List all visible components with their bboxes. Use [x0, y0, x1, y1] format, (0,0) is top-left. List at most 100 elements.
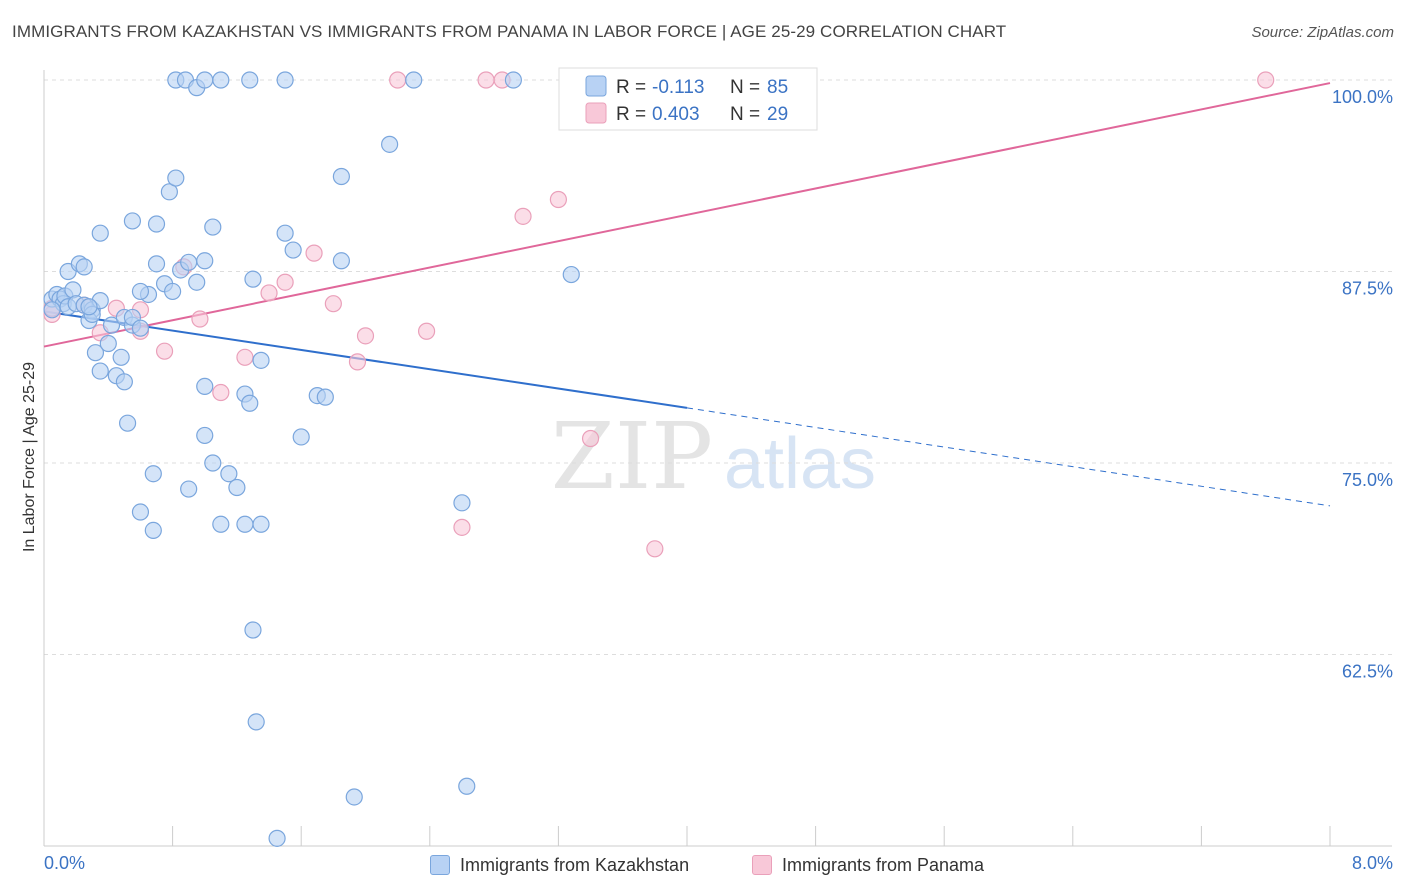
legend-label-panama: Immigrants from Panama — [782, 854, 985, 875]
data-point-blue — [99, 334, 117, 353]
data-point-blue — [268, 829, 286, 847]
data-point-blue — [188, 273, 206, 291]
data-point-pink — [276, 273, 294, 291]
data-point-blue — [160, 183, 178, 201]
x-tick-label-max: 8.0% — [1352, 853, 1393, 873]
data-point-blue — [405, 71, 423, 89]
data-point-blue — [75, 258, 93, 276]
data-point-blue — [562, 265, 580, 284]
data-point-blue — [80, 298, 98, 316]
data-point-pink — [477, 71, 495, 89]
data-point-blue — [196, 252, 214, 270]
y-tick-label: 62.5% — [1342, 662, 1393, 682]
data-point-blue — [228, 478, 246, 497]
data-point-blue — [144, 465, 162, 483]
legend-r-label-panama: R = — [616, 104, 646, 125]
data-point-blue — [131, 319, 150, 337]
data-point-blue — [147, 215, 166, 233]
data-point-blue — [381, 135, 399, 153]
data-point-blue — [453, 494, 471, 512]
y-tick-label: 87.5% — [1342, 279, 1393, 299]
data-point-blue — [292, 428, 310, 446]
data-point-pink — [646, 540, 664, 558]
data-point-blue — [236, 515, 254, 533]
legend-r-label-kazakhstan: R = — [616, 77, 646, 98]
legend-n-value-kazakhstan: 85 — [767, 77, 788, 98]
data-point-blue — [144, 521, 162, 540]
data-point-blue — [112, 348, 130, 366]
data-point-pink — [191, 310, 209, 328]
data-point-pink — [549, 190, 568, 209]
data-point-pink — [356, 327, 375, 345]
trend-line-extension-blue — [686, 407, 1331, 507]
data-point-blue — [164, 282, 182, 301]
data-point-blue — [131, 282, 150, 301]
y-tick-label: 75.0% — [1342, 470, 1393, 490]
data-point-pink — [453, 518, 471, 536]
data-point-blue — [276, 71, 294, 89]
data-point-pink — [581, 429, 600, 448]
legend-n-label-kazakhstan: N = — [730, 77, 760, 98]
trend-line-pink — [43, 82, 1331, 348]
data-point-blue — [252, 351, 270, 369]
data-point-blue — [204, 454, 222, 472]
data-point-blue — [91, 224, 109, 242]
data-point-blue — [102, 316, 121, 334]
data-point-blue — [123, 212, 142, 230]
legend-r-value-kazakhstan: -0.113 — [652, 77, 704, 98]
data-point-pink — [305, 244, 323, 262]
legend-swatch-panama — [585, 102, 607, 124]
watermark-atlas: atlas — [724, 424, 876, 504]
data-point-blue — [115, 373, 133, 391]
data-point-blue — [241, 71, 259, 89]
data-point-blue — [204, 218, 222, 236]
data-point-blue — [244, 621, 262, 639]
data-point-pink — [260, 284, 278, 302]
data-point-blue — [332, 252, 350, 270]
data-point-blue — [196, 71, 214, 89]
data-point-blue — [180, 480, 198, 498]
data-point-blue — [147, 255, 166, 273]
data-point-blue — [247, 713, 265, 731]
legend-box: R = -0.113 N = 85 R = 0.403 N = 29 — [558, 67, 818, 131]
data-point-blue — [167, 169, 185, 187]
y-tick-label: 100.0% — [1332, 87, 1393, 107]
y-tick-labels: 100.0% 87.5% 75.0% 62.5% — [1332, 87, 1393, 682]
data-point-blue — [86, 344, 105, 362]
data-point-pink — [212, 383, 230, 402]
watermark: ZIP atlas — [551, 403, 876, 510]
axes — [43, 70, 1392, 847]
data-point-blue — [332, 167, 350, 186]
data-point-pink — [417, 322, 436, 340]
data-point-blue — [316, 388, 334, 406]
bottom-legend: Immigrants from Kazakhstan Immigrants fr… — [0, 852, 1406, 878]
legend-n-value-panama: 29 — [767, 104, 788, 125]
data-point-pink — [1257, 71, 1275, 89]
data-point-blue — [91, 362, 109, 380]
data-point-pink — [236, 348, 254, 366]
data-point-blue — [220, 465, 238, 483]
data-point-blue — [276, 224, 294, 242]
data-point-pink — [389, 71, 407, 89]
data-point-pink — [155, 342, 174, 360]
legend-marker-panama — [752, 855, 772, 875]
data-points — [43, 71, 1275, 847]
legend-n-label-panama: N = — [730, 104, 760, 125]
data-point-blue — [345, 788, 363, 806]
data-point-blue — [244, 270, 262, 288]
data-point-blue — [180, 253, 198, 271]
chart-source: Source: ZipAtlas.com — [1251, 24, 1394, 41]
legend-marker-kazakhstan — [430, 855, 450, 875]
watermark-zip: ZIP — [551, 403, 713, 510]
data-point-blue — [212, 515, 230, 533]
data-point-pink — [514, 207, 532, 225]
data-point-blue — [504, 71, 522, 89]
legend-item-kazakhstan: Immigrants from Kazakhstan — [430, 852, 689, 878]
data-point-blue — [43, 301, 61, 319]
data-point-blue — [196, 377, 214, 395]
data-point-blue — [196, 426, 214, 445]
data-point-blue — [241, 394, 259, 412]
data-point-pink — [324, 295, 342, 313]
legend-label-kazakhstan: Immigrants from Kazakhstan — [460, 854, 690, 875]
